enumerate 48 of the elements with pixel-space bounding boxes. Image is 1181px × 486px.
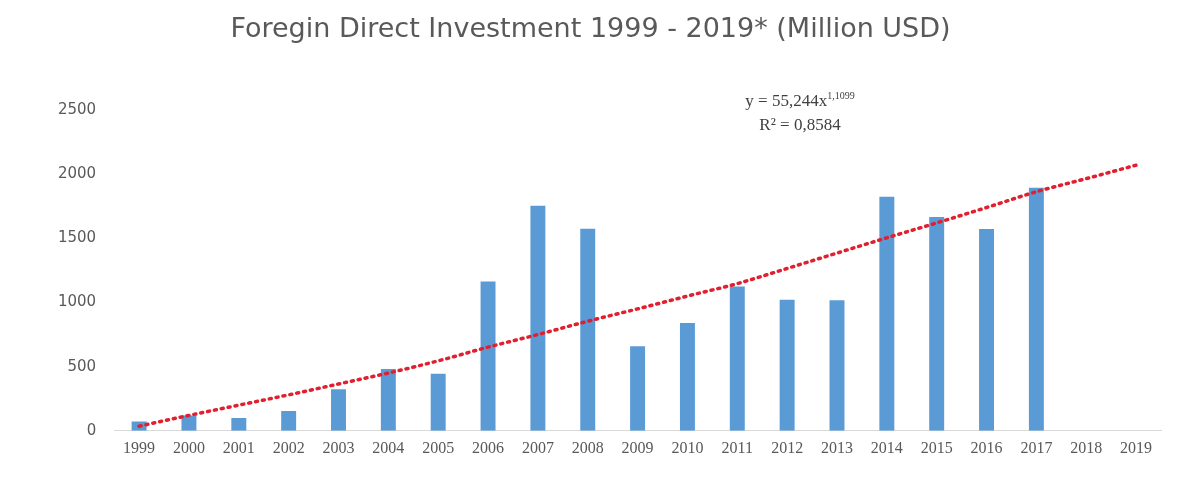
bar [829, 300, 845, 431]
y-tick-label: 0 [86, 420, 97, 439]
x-tick-label: 2005 [422, 438, 455, 456]
bar [729, 286, 745, 431]
x-tick-label: 2013 [820, 438, 853, 456]
bar [979, 228, 995, 431]
x-tick-label: 2001 [222, 438, 255, 456]
y-tick-label: 500 [67, 356, 97, 375]
x-tick-label: 2003 [322, 438, 355, 456]
y-tick-label: 1000 [57, 292, 97, 311]
x-tick-label: 2012 [771, 438, 804, 456]
x-tick-label: 2002 [272, 438, 305, 456]
y-tick-label: 1500 [57, 228, 97, 247]
x-tick-label: 2018 [1070, 438, 1103, 456]
bar [580, 228, 596, 431]
x-tick-label: 2004 [372, 438, 405, 456]
bar [1028, 187, 1044, 431]
x-tick-label: 2014 [870, 438, 903, 456]
bar [630, 346, 646, 431]
x-tick-label: 2009 [621, 438, 654, 456]
x-tick-label: 2015 [920, 438, 953, 456]
x-tick-label: 2017 [1020, 438, 1053, 456]
bar [231, 417, 247, 431]
x-tick-label: 2010 [671, 438, 704, 456]
bar [779, 299, 795, 431]
y-tick-label: 2500 [57, 99, 97, 118]
bar [430, 373, 446, 431]
bar [879, 196, 895, 431]
x-tick-label: 2019 [1120, 438, 1153, 456]
y-tick-label: 2000 [57, 164, 97, 183]
x-tick-label: 2016 [970, 438, 1003, 456]
bar [281, 411, 297, 431]
annotation: y = 55,244x$^{1,1099}$ [744, 89, 856, 112]
x-tick-label: 2011 [721, 438, 753, 456]
bar [480, 281, 496, 431]
bar [929, 216, 945, 431]
x-tick-label: 1999 [123, 438, 156, 456]
x-tick-label: 2007 [521, 438, 554, 456]
x-tick-label: 2000 [172, 438, 205, 456]
annotation: R² = 0,8584 [758, 113, 842, 136]
x-tick-label: 2008 [571, 438, 604, 456]
x-tick-label: 2006 [472, 438, 505, 456]
line-series [137, 163, 1138, 428]
bar [679, 322, 695, 431]
bar [331, 389, 346, 431]
bar [380, 368, 396, 431]
chart-title: Foregin Direct Investment 1999 - 2019* (Million USD) [229, 12, 952, 43]
bar [530, 205, 546, 431]
